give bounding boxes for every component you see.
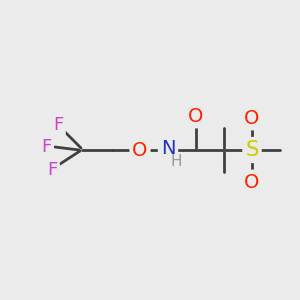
Text: H: H bbox=[170, 154, 182, 169]
Text: O: O bbox=[132, 140, 148, 160]
Text: S: S bbox=[245, 140, 259, 160]
Text: F: F bbox=[41, 138, 51, 156]
Text: O: O bbox=[244, 109, 260, 128]
Text: O: O bbox=[244, 172, 260, 191]
Text: N: N bbox=[161, 139, 175, 158]
Text: O: O bbox=[188, 106, 204, 125]
Text: F: F bbox=[47, 161, 57, 179]
Text: F: F bbox=[53, 116, 63, 134]
